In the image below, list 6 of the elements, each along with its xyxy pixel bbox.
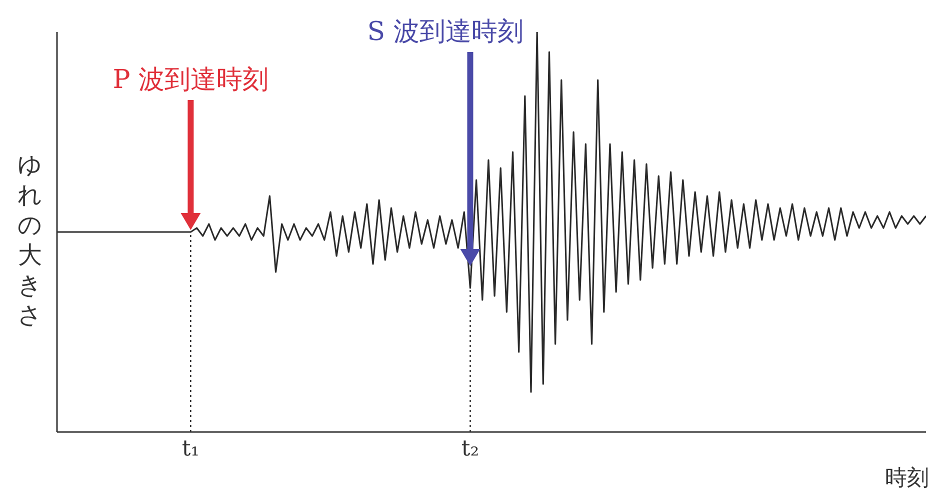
- x-axis-title: 時刻: [885, 466, 929, 491]
- annotation: S 波到達時刻: [367, 17, 524, 47]
- x-tick-label: t₁: [182, 436, 200, 462]
- y-axis-title: ゆれの大きさ: [18, 151, 42, 329]
- x-tick-label: t₂: [461, 436, 480, 462]
- annotation: P 波到達時刻: [112, 65, 269, 95]
